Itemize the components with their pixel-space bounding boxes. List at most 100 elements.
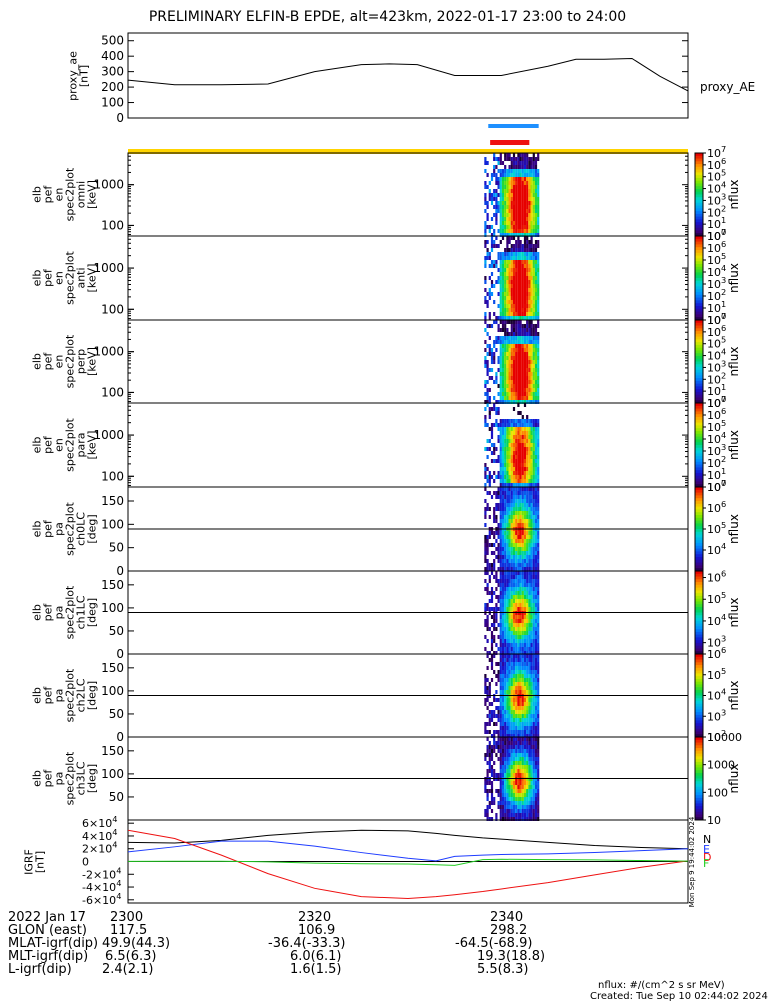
spectrogram-pixel — [515, 543, 518, 547]
spectrogram-pixel — [526, 229, 529, 233]
spectrogram-pixel — [517, 193, 520, 197]
spectrogram-pixel — [512, 714, 516, 718]
spectrogram-pixel — [528, 316, 531, 320]
colorbar-cell — [695, 294, 703, 299]
spectrogram-pixel — [532, 523, 535, 527]
spectrogram-pixel — [506, 300, 509, 304]
spectrogram-pixel — [499, 670, 502, 674]
spectrogram-pixel — [499, 336, 502, 340]
spectrogram-pixel — [521, 765, 524, 769]
spectrogram-pixel — [532, 221, 535, 225]
spectrogram-pixel — [493, 730, 496, 734]
ylabel-word: [deg] — [86, 514, 99, 543]
spectrogram-pixel — [495, 813, 498, 817]
spectrogram-pixel — [499, 475, 502, 479]
colorbar-cell — [695, 419, 703, 424]
spectrogram-pixel — [526, 368, 529, 372]
spectrogram-pixel — [504, 615, 507, 619]
spectrogram-pixel — [515, 623, 518, 627]
spectrogram-pixel — [495, 651, 498, 655]
spectrogram-pixel — [517, 595, 520, 599]
spectrogram-pixel — [517, 662, 520, 666]
spectrogram-pixel — [486, 292, 489, 296]
spectrogram-pixel — [493, 229, 496, 233]
created-stamp: Created: Tue Sep 10 02:44:02 2024 — [590, 991, 768, 1002]
spectrogram-pixel — [488, 292, 491, 296]
spectrogram-pixel — [526, 443, 529, 447]
spectrogram-pixel — [490, 431, 494, 435]
spectrogram-pixel — [501, 730, 505, 734]
ytick-label: 100 — [101, 469, 124, 483]
spectrogram-pixel — [515, 690, 518, 694]
spectrogram-pixel — [504, 698, 507, 702]
spectrogram-pixel — [501, 276, 505, 280]
colorbar-cell — [695, 761, 703, 766]
spectrogram-pixel — [490, 360, 494, 364]
spectrogram-pixel — [528, 511, 531, 515]
spectrogram-pixel — [532, 615, 535, 619]
spectrogram-pixel — [506, 185, 509, 189]
spectrogram-pixel — [526, 734, 529, 738]
spectrogram-pixel — [499, 722, 502, 726]
spectrogram-pixel — [519, 773, 522, 777]
spectrogram-pixel — [517, 503, 520, 507]
spectrogram-pixel — [519, 217, 522, 221]
ylabel-word: [nT] — [34, 851, 47, 873]
spectrogram-pixel — [512, 737, 516, 741]
ytick-label: 6×104 — [82, 814, 117, 830]
spectrogram-pixel — [508, 635, 511, 639]
spectrogram-pixel — [504, 710, 507, 714]
spectrogram-pixel — [501, 272, 505, 276]
spectrogram-pixel — [497, 455, 500, 459]
spectrogram-pixel — [519, 193, 522, 197]
spectrogram-pixel — [497, 157, 500, 161]
spectrogram-pixel — [517, 698, 520, 702]
spectrogram-pixel — [534, 737, 538, 741]
spectrogram-pixel — [521, 535, 524, 539]
spectrogram-pixel — [532, 483, 535, 487]
spectrogram-pixel — [508, 567, 511, 571]
spectrogram-pixel — [515, 647, 518, 651]
spectrogram-pixel — [499, 535, 502, 539]
spectrogram-pixel — [537, 654, 540, 658]
spectrogram-pixel — [490, 749, 494, 753]
spectrogram-pixel — [493, 312, 496, 316]
spectrogram-pixel — [501, 197, 505, 201]
spectrogram-pixel — [537, 555, 540, 559]
spectrogram-pixel — [519, 205, 522, 209]
spectrogram-pixel — [501, 328, 505, 332]
spectrogram-pixel — [506, 599, 509, 603]
spectrogram-pixel — [534, 455, 538, 459]
spectrogram-pixel — [506, 757, 509, 761]
spectrogram-pixel — [523, 503, 527, 507]
spectrogram-pixel — [495, 519, 498, 523]
spectrogram-pixel — [499, 233, 502, 237]
spectrogram-pixel — [521, 336, 524, 340]
spectrogram-pixel — [504, 260, 507, 264]
spectrogram-pixel — [501, 686, 505, 690]
spectrogram-pixel — [486, 591, 489, 595]
spectrogram-pixel — [512, 507, 516, 511]
colorbar-cell — [695, 562, 703, 566]
spectrogram-pixel — [523, 547, 527, 551]
spectrogram-pixel — [528, 205, 531, 209]
spectrogram-pixel — [501, 471, 505, 475]
spectrogram-pixel — [486, 749, 489, 753]
spectrogram-pixel — [521, 658, 524, 662]
colorbar-cell — [695, 306, 703, 310]
spectrogram-pixel — [510, 201, 513, 205]
colorbar-cell — [695, 612, 703, 616]
spectrogram-pixel — [497, 407, 500, 411]
spectrogram-pixel — [515, 658, 518, 662]
spectrogram-pixel — [488, 415, 491, 419]
spectrogram-pixel — [508, 647, 511, 651]
spectrogram-pixel — [526, 690, 529, 694]
spectrogram-pixel — [530, 312, 533, 316]
spectrogram-pixel — [537, 741, 540, 745]
spectrogram-pixel — [512, 328, 516, 332]
spectrogram-pixel — [501, 599, 505, 603]
spectrogram-pixel — [530, 165, 533, 169]
spectrogram-pixel — [534, 579, 538, 583]
spectrogram-pixel — [510, 264, 513, 268]
spectrogram-pixel — [506, 400, 509, 404]
